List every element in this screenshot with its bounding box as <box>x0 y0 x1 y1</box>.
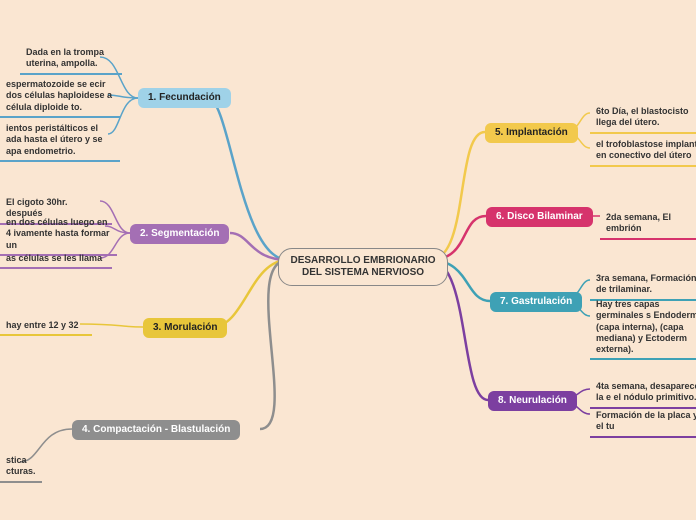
branch-4[interactable]: 4. Compactación - Blastulación <box>72 420 240 440</box>
branch-8-detail-0: 4ta semana, desaparece la e el nódulo pr… <box>590 378 696 409</box>
branch-1-detail-1: espermatozoide se ecir dos células haplo… <box>0 76 120 118</box>
root-line1: DESARROLLO EMBRIONARIO <box>283 255 443 267</box>
branch-2[interactable]: 2. Segmentación <box>130 224 229 244</box>
branch-7-detail-1: Hay tres capas germinales s Endodermo (c… <box>590 296 696 360</box>
root-line2: DEL SISTEMA NERVIOSO <box>283 267 443 279</box>
branch-8-detail-1: Formación de la placa y el tu <box>590 407 696 438</box>
branch-4-detail-0: stica cturas. <box>0 452 42 483</box>
branch-8-label: 8. Neurulación <box>498 395 567 406</box>
branch-5[interactable]: 5. Implantación <box>485 123 578 143</box>
branch-2-label: 2. Segmentación <box>140 228 219 239</box>
branch-5-detail-1: el trofoblastose implanta en conectivo d… <box>590 136 696 167</box>
branch-1-label: 1. Fecundación <box>148 92 221 103</box>
branch-3-label: 3. Morulación <box>153 322 217 333</box>
branch-3-detail-0: hay entre 12 y 32 <box>0 317 92 336</box>
branch-6-label: 6. Disco Bilaminar <box>496 211 583 222</box>
branch-8[interactable]: 8. Neurulación <box>488 391 577 411</box>
root-node: DESARROLLO EMBRIONARIO DEL SISTEMA NERVI… <box>278 248 448 286</box>
branch-7-label: 7. Gastrulación <box>500 296 572 307</box>
branch-3[interactable]: 3. Morulación <box>143 318 227 338</box>
branch-6-detail-0: 2da semana, El embrión <box>600 209 696 240</box>
branch-1-detail-2: ientos peristálticos el ada hasta el úte… <box>0 120 120 162</box>
branch-6[interactable]: 6. Disco Bilaminar <box>486 207 593 227</box>
branch-1-detail-0: Dada en la trompa uterina, ampolla. <box>20 44 122 75</box>
branch-7[interactable]: 7. Gastrulación <box>490 292 582 312</box>
branch-1[interactable]: 1. Fecundación <box>138 88 231 108</box>
branch-5-detail-0: 6to Día, el blastocisto llega del útero. <box>590 103 696 134</box>
branch-4-label: 4. Compactación - Blastulación <box>82 424 230 435</box>
branch-5-label: 5. Implantación <box>495 127 568 138</box>
branch-2-detail-2: as células se les llama <box>0 250 112 269</box>
